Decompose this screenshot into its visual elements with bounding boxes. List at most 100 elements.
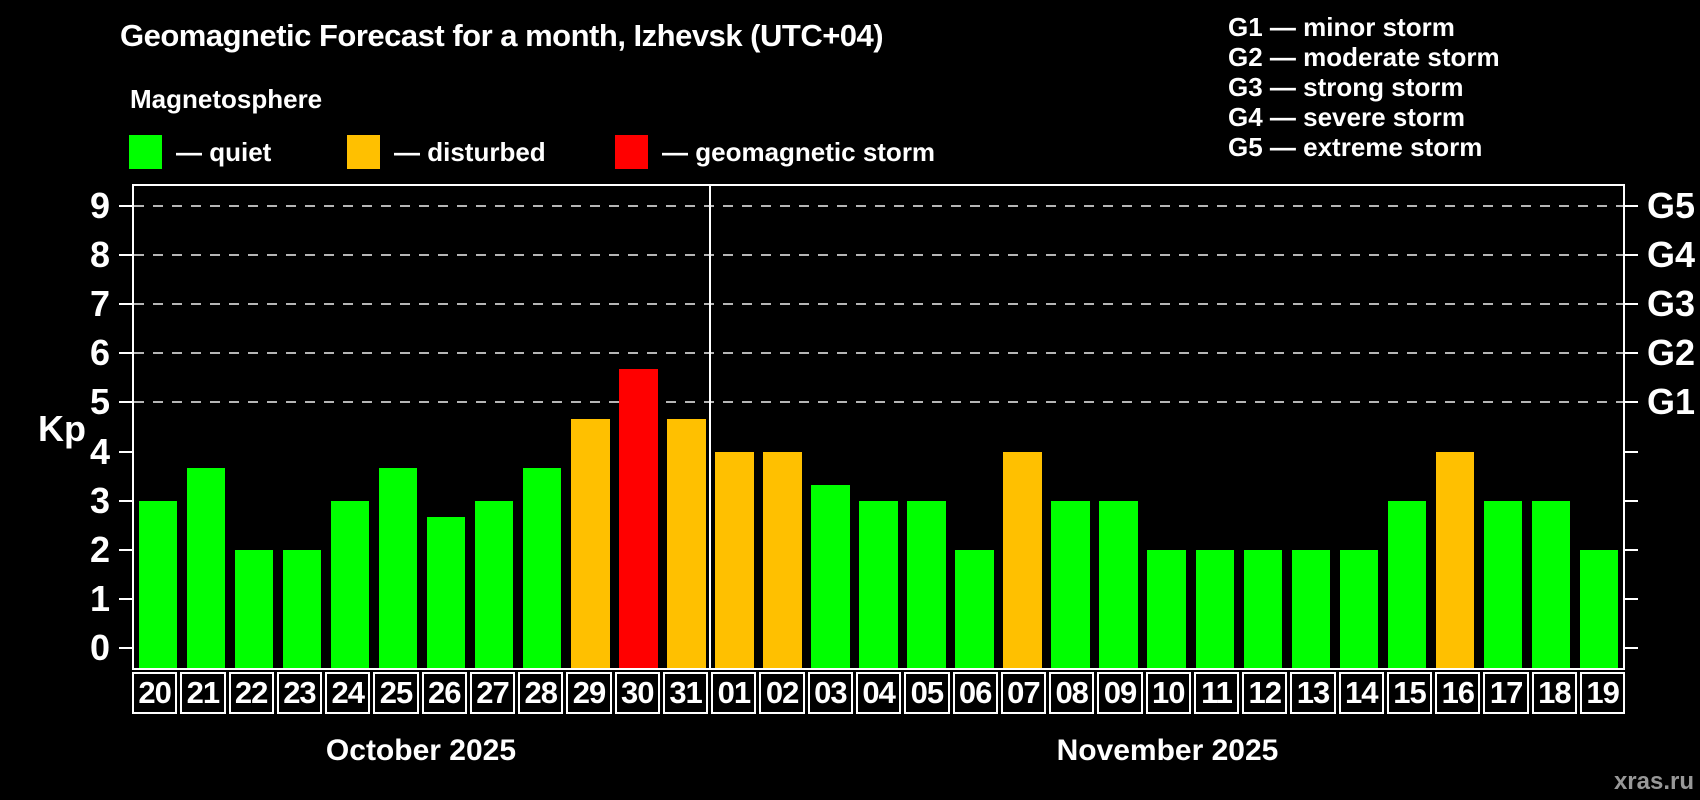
gridline-kp6 (134, 352, 1623, 355)
kp-bar-07 (1003, 451, 1042, 668)
y-axis-label: Kp (38, 408, 86, 449)
left-tick-kp4 (119, 450, 132, 453)
date-box-nov-03: 03 (807, 672, 853, 714)
y-tick-label-9: 9 (89, 184, 110, 226)
kp-bar-17 (1483, 500, 1523, 668)
kp-bar-20 (138, 500, 178, 668)
kp-bar-15 (1387, 500, 1427, 668)
kp-bar-09 (1099, 500, 1138, 668)
y-tick-label-4: 4 (89, 430, 110, 472)
date-box-nov-06: 06 (952, 672, 998, 714)
watermark: xras.ru (1613, 768, 1694, 795)
g-scale-label-g3: G3 (1647, 283, 1696, 325)
date-box-nov-10: 10 (1145, 672, 1191, 714)
kp-bar-25 (378, 467, 418, 668)
date-box-oct-23: 23 (276, 672, 323, 714)
kp-bar-08 (1051, 500, 1090, 668)
legend-item-disturbed-label: — disturbed (394, 136, 546, 167)
kp-bar-13 (1291, 549, 1330, 668)
right-tick-kp3 (1625, 499, 1638, 502)
g-scale-label-g2: G2 (1647, 332, 1696, 374)
legend-item-disturbed: — disturbed (347, 133, 546, 171)
legend-item-quiet: — quiet (129, 133, 271, 171)
storm-scale-g1: G1 — minor storm (1228, 12, 1455, 42)
kp-bar-27 (475, 500, 514, 668)
left-tick-kp7 (119, 303, 132, 306)
date-box-oct-29: 29 (566, 672, 612, 714)
legend-item-storm: — geomagnetic storm (615, 133, 935, 171)
y-tick-label-5: 5 (89, 381, 110, 423)
kp-bar-24 (330, 500, 370, 668)
quiet-color-swatch (129, 135, 162, 169)
date-box-nov-15: 15 (1386, 672, 1433, 714)
storm-scale-g2: G2 — moderate storm (1228, 42, 1500, 72)
kp-bar-06 (955, 549, 994, 668)
kp-bar-16 (1435, 451, 1475, 668)
date-box-oct-27: 27 (469, 672, 516, 714)
right-tick-kp5 (1625, 401, 1638, 404)
disturbed-color-swatch (347, 135, 380, 169)
storm-scale-g4: G4 — severe storm (1228, 102, 1466, 132)
kp-bar-19 (1579, 549, 1619, 668)
chart-title: Geomagnetic Forecast for a month, Izhevs… (120, 18, 884, 53)
g-scale-label-g4: G4 (1647, 233, 1696, 275)
date-box-oct-30: 30 (614, 672, 660, 714)
y-tick-label-6: 6 (89, 332, 110, 374)
date-box-nov-16: 16 (1435, 672, 1481, 714)
kp-bar-26 (426, 517, 466, 668)
kp-bar-22 (234, 549, 274, 668)
gridline-kp8 (134, 253, 1623, 256)
storm-scale-g5: G5 — extreme storm (1228, 132, 1483, 162)
date-box-oct-28: 28 (518, 672, 564, 714)
date-axis: 20 21 22 23 24 25 26 27 28 29 30 31 01 02 03 04 05 06 07 08… (132, 672, 1626, 714)
kp-bar-02 (763, 451, 802, 668)
left-axis: 0 1 2 3 4 5 6 7 8 9 (0, 184, 132, 669)
kp-bar-30 (619, 369, 658, 668)
legend-item-storm-label: — geomagnetic storm (662, 136, 936, 167)
date-box-nov-14: 14 (1338, 672, 1384, 714)
date-box-nov-12: 12 (1242, 672, 1288, 714)
date-box-oct-26: 26 (421, 672, 467, 714)
left-tick-kp5 (119, 401, 132, 404)
date-box-nov-04: 04 (855, 672, 902, 714)
left-tick-kp8 (119, 253, 132, 256)
kp-bar-12 (1243, 549, 1282, 668)
right-axis: G1 G2 G3 G4 G5 (1623, 185, 1700, 668)
legend-item-quiet-label: — quiet (176, 136, 272, 167)
date-box-nov-02: 02 (759, 672, 805, 714)
kp-bar-03 (811, 484, 850, 668)
kp-bar-21 (186, 467, 226, 668)
date-box-oct-31: 31 (662, 672, 709, 714)
y-tick-label-2: 2 (89, 528, 110, 570)
right-tick-kp8 (1625, 253, 1638, 256)
date-box-nov-08: 08 (1049, 672, 1095, 714)
right-tick-kp0 (1625, 647, 1638, 650)
date-box-oct-25: 25 (373, 672, 419, 714)
kp-bar-05 (907, 500, 946, 668)
month-label-october: October 2025 (325, 734, 517, 767)
y-tick-label-0: 0 (89, 627, 110, 669)
y-tick-label-8: 8 (89, 233, 110, 275)
storm-color-swatch (615, 135, 648, 169)
left-tick-kp0 (119, 647, 132, 650)
date-box-nov-01: 01 (711, 672, 757, 714)
date-box-oct-22: 22 (228, 672, 274, 714)
kp-bar-01 (715, 451, 754, 668)
month-labels-row: October 2025 November 2025 (132, 730, 1625, 774)
left-tick-kp6 (119, 352, 132, 355)
date-box-nov-09: 09 (1097, 672, 1143, 714)
right-tick-kp1 (1625, 598, 1638, 601)
chart-subtitle: Magnetosphere (130, 84, 323, 114)
right-tick-kp2 (1625, 548, 1638, 551)
date-box-oct-21: 21 (180, 672, 226, 714)
y-tick-label-1: 1 (89, 578, 110, 620)
kp-bar-04 (859, 500, 898, 668)
date-box-nov-19: 19 (1579, 672, 1626, 714)
kp-bar-31 (667, 418, 706, 668)
date-box-oct-20: 20 (132, 672, 178, 714)
gridline-kp5 (134, 401, 1623, 404)
g-scale-label-g1: G1 (1647, 381, 1696, 423)
left-tick-kp1 (119, 598, 132, 601)
left-tick-kp2 (119, 548, 132, 551)
